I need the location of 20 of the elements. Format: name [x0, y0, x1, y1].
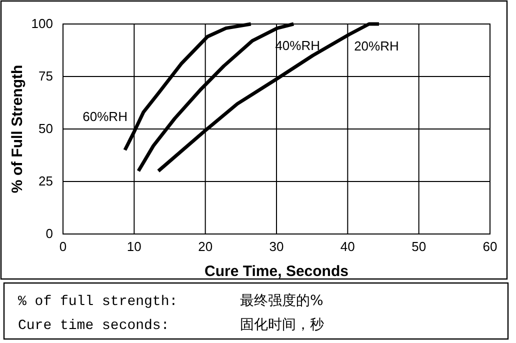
- x-tick-label: 60: [482, 239, 498, 254]
- y-tick-label: 0: [46, 226, 53, 242]
- y-axis-title: % of Full Strength: [9, 64, 26, 194]
- text: 最终强度的%: [240, 293, 324, 309]
- series-label: 60%RH: [82, 109, 128, 124]
- x-tick-label: 10: [126, 239, 142, 254]
- x-tick-label: 0: [59, 239, 67, 254]
- y-tick-label: 100: [31, 16, 53, 32]
- series-label: 20%RH: [354, 38, 399, 54]
- y-tick-label: 75: [38, 68, 53, 84]
- y-tick-label: 25: [38, 174, 53, 189]
- text: Cure time seconds:: [18, 318, 170, 334]
- x-tick-label: 20: [198, 239, 213, 254]
- text: 固化时间，秒: [240, 317, 324, 333]
- x-tick-label: 40: [340, 239, 355, 254]
- x-axis-title: Cure Time, Seconds: [204, 263, 348, 280]
- x-tick-label: 50: [412, 239, 426, 254]
- x-tick-label: 30: [269, 239, 284, 254]
- y-tick-label: 50: [38, 121, 53, 136]
- text: % of full strength:: [18, 294, 178, 310]
